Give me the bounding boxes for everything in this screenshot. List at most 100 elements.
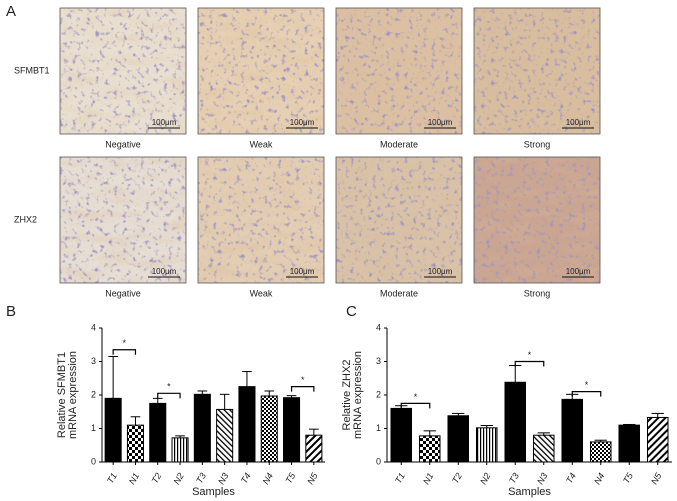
row-label: SFMBT1: [14, 65, 50, 75]
bar: [646, 416, 669, 463]
micrograph: 100μm: [59, 7, 187, 135]
y-tick-label: 3: [91, 356, 96, 366]
bar: [171, 437, 189, 463]
bar: [561, 398, 584, 463]
image-border: [197, 156, 325, 284]
micrograph: 100μm: [473, 7, 601, 135]
micrograph: 100μm: [335, 156, 463, 284]
significance-bracket: [290, 386, 315, 392]
significance-bracket: [112, 349, 137, 355]
image-border: [473, 7, 601, 135]
x-tick-label: N3: [216, 471, 230, 486]
panel-label: C: [346, 303, 357, 320]
bar: [149, 402, 167, 463]
micrograph: 100μm: [473, 156, 601, 284]
image-border: [473, 156, 601, 284]
significance-bracket: [157, 392, 181, 399]
scale-bar-label: 100μm: [290, 118, 315, 127]
y-tick-label: 2: [376, 389, 381, 399]
significance-bracket: [400, 402, 431, 409]
significance-bracket: [571, 391, 602, 397]
image-caption: Moderate: [380, 139, 418, 149]
micrograph: 100μm: [59, 156, 187, 284]
x-tick-label: N4: [261, 471, 275, 486]
panel-label: A: [6, 3, 16, 20]
scale-bar-label: 100μm: [152, 118, 177, 127]
significance-bracket: [514, 360, 545, 367]
bar: [589, 441, 612, 463]
significance-label: *: [301, 375, 305, 385]
scale-bar-label: 100μm: [428, 267, 453, 276]
y-tick-label: 1: [91, 423, 96, 433]
bar: [475, 427, 498, 463]
image-nuclei: [60, 157, 186, 283]
image-caption: Weak: [250, 288, 273, 298]
x-tick-label: N1: [421, 471, 435, 486]
y-axis-label: mRNA expression: [67, 351, 79, 439]
x-tick-label: N3: [535, 471, 549, 486]
significance-label: *: [585, 380, 589, 390]
image-nuclei: [474, 8, 600, 134]
image-caption: Moderate: [380, 288, 418, 298]
x-tick-label: T2: [150, 471, 164, 485]
image-nuclei: [60, 8, 186, 134]
x-tick-label: T4: [564, 471, 578, 485]
y-axis-label: Relative ZHX2: [341, 360, 353, 431]
bar: [618, 424, 641, 463]
x-tick-label: T4: [239, 471, 253, 485]
x-tick-label: N2: [478, 471, 492, 486]
y-tick-label: 1: [376, 423, 381, 433]
x-tick-label: T2: [450, 471, 464, 485]
bar: [193, 393, 211, 463]
bar: [504, 381, 527, 463]
y-tick-label: 2: [91, 389, 96, 399]
x-axis-label: Samples: [192, 486, 235, 498]
image-border: [335, 7, 463, 135]
bar: [305, 434, 323, 463]
bar: [238, 386, 256, 463]
image-border: [335, 156, 463, 284]
scale-bar-label: 100μm: [152, 267, 177, 276]
image-nuclei: [336, 157, 462, 283]
image-nuclei: [198, 8, 324, 134]
bar: [126, 424, 144, 463]
y-axis-label: Relative SFMBT1: [56, 352, 68, 438]
significance-label: *: [414, 392, 418, 402]
scale-bar-label: 100μm: [290, 267, 315, 276]
x-tick-label: N4: [592, 471, 606, 486]
micrograph: 100μm: [197, 7, 325, 135]
image-nuclei: [336, 8, 462, 134]
bar: [283, 397, 301, 463]
panel-label: B: [6, 303, 16, 320]
micrograph: 100μm: [335, 7, 463, 135]
x-tick-label: T5: [283, 470, 297, 485]
bar: [532, 434, 555, 463]
y-tick-label: 4: [376, 322, 381, 332]
x-tick-label: T3: [194, 471, 208, 485]
micrograph: 100μm: [197, 156, 325, 284]
image-caption: Strong: [524, 139, 551, 149]
x-tick-label: T3: [507, 471, 521, 485]
significance-label: *: [167, 382, 171, 392]
image-border: [59, 7, 187, 135]
y-axis-label: mRNA expression: [352, 351, 364, 439]
image-border: [59, 156, 187, 284]
x-tick-label: T1: [393, 471, 407, 485]
x-tick-label: T5: [621, 470, 635, 485]
image-caption: Negative: [105, 139, 141, 149]
image-caption: Strong: [524, 288, 551, 298]
bar: [260, 395, 278, 463]
bar: [390, 407, 413, 463]
y-tick-label: 0: [376, 456, 381, 466]
significance-label: *: [123, 338, 127, 348]
x-tick-label: N5: [305, 470, 320, 486]
row-label: ZHX2: [14, 214, 37, 224]
x-tick-label: N5: [649, 470, 664, 486]
x-tick-label: N2: [171, 471, 185, 486]
x-tick-label: T1: [105, 471, 119, 485]
scale-bar-label: 100μm: [566, 118, 591, 127]
x-tick-label: N1: [127, 471, 141, 486]
image-caption: Weak: [250, 139, 273, 149]
image-caption: Negative: [105, 288, 141, 298]
image-nuclei: [198, 157, 324, 283]
